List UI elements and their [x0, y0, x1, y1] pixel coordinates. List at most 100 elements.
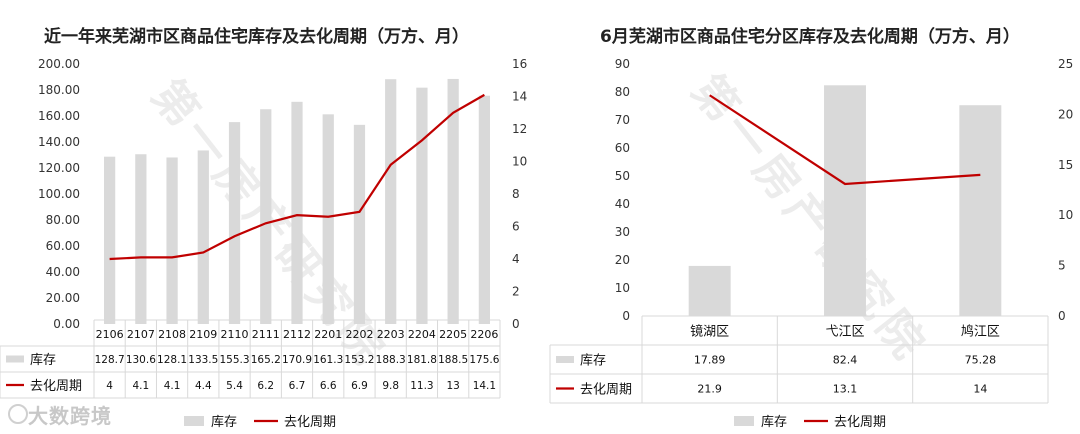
chart2-legend-swatch-bar: [734, 416, 754, 426]
chart1-category-label: 2205: [439, 328, 467, 341]
chart1-ytick-left: 60.00: [46, 239, 80, 253]
chart2-ytick-left: 0: [622, 309, 630, 323]
chart2-ytick-left: 20: [615, 253, 630, 267]
chart1-category-label: 2107: [127, 328, 155, 341]
chart1-title: 近一年来芜湖市区商品住宅库存及去化周期（万方、月）: [44, 27, 469, 47]
watermark-logo-icon: [8, 404, 28, 424]
chart1-ytick-right: 4: [512, 252, 520, 266]
chart1-data-label-cycle: 11.3: [410, 380, 433, 392]
chart1-category-label: 2112: [283, 328, 311, 341]
chart1-data-label-cycle: 6.7: [289, 380, 306, 392]
chart2-data-label-cycle: 14: [973, 383, 987, 396]
chart1-category-label: 2109: [189, 328, 217, 341]
chart2-ytick-left: 50: [615, 169, 630, 183]
chart1-data-label-stock: 155.3: [220, 354, 250, 366]
chart1-ytick-right: 16: [512, 57, 527, 71]
chart1-data-label-stock: 161.3: [313, 354, 343, 366]
chart1-bar: [197, 150, 209, 324]
chart2-legend-key-bar: [556, 356, 574, 363]
chart1-bar: [353, 124, 366, 324]
chart1-ytick-left: 80.00: [46, 213, 80, 227]
chart1-row-header-stock: 库存: [30, 352, 56, 368]
chart1-data-label-cycle: 4: [106, 380, 113, 392]
chart2-row-header-stock: 库存: [580, 353, 606, 369]
chart1-data-label-stock: 153.2: [344, 354, 374, 366]
chart1-legend-label-stock: 库存: [211, 414, 237, 430]
chart1-category-label: 2111: [252, 328, 280, 341]
chart2-ytick-right: 20: [1058, 107, 1073, 121]
chart1-ytick-left: 20.00: [46, 291, 80, 305]
chart1-data-label-cycle: 4.4: [195, 380, 212, 392]
chart2-ytick-left: 80: [615, 85, 630, 99]
chart1-data-label-cycle: 6.2: [257, 380, 274, 392]
chart1-data-label-cycle: 4.1: [164, 380, 181, 392]
chart1-data-label-cycle: 6.9: [351, 380, 368, 392]
chart2-data-label-stock: 17.89: [694, 354, 726, 367]
chart1-data-label-stock: 175.6: [469, 354, 499, 366]
chart1-row-header-cycle: 去化周期: [30, 379, 82, 394]
chart2-line-series: [709, 94, 981, 186]
chart1-data-label-cycle: 13: [446, 380, 459, 392]
chart1-data-label-cycle: 6.6: [320, 380, 337, 392]
chart1-data-label-stock: 188.3: [376, 354, 406, 366]
chart2-bar: [824, 85, 866, 316]
chart2-ytick-left: 70: [615, 113, 630, 127]
chart2-ytick-left: 30: [615, 225, 630, 239]
chart1-data-label-cycle: 4.1: [132, 380, 149, 392]
chart1-category-label: 2202: [345, 328, 373, 341]
chart1-data-label-stock: 128.7: [95, 354, 125, 366]
chart2-legend-label-cycle: 去化周期: [834, 415, 886, 430]
chart1-ytick-left: 200.00: [38, 57, 80, 71]
chart1-ytick-left: 120.00: [38, 161, 80, 175]
chart1-data-label-stock: 188.5: [438, 354, 468, 366]
chart1-bar: [291, 101, 303, 324]
chart2-category-label: 鸠江区: [961, 324, 1000, 340]
chart1-data-label-cycle: 9.8: [382, 380, 399, 392]
chart1-bar: [103, 156, 116, 324]
chart2-ytick-left: 90: [615, 57, 630, 71]
chart2-ytick-right: 15: [1058, 158, 1073, 172]
chart1-category-label: 2203: [377, 328, 405, 341]
chart2-bar: [959, 105, 1002, 316]
chart1-bar: [478, 95, 491, 324]
chart1-ytick-left: 40.00: [46, 265, 80, 279]
chart1-category-label: 2204: [408, 328, 436, 341]
chart1-ytick-right: 2: [512, 285, 520, 299]
chart2-category-label: 弋江区: [825, 325, 864, 340]
chart2-data-label-cycle: 13.1: [833, 383, 858, 396]
chart1-data-label-cycle: 5.4: [226, 380, 243, 392]
chart2-data-label-stock: 75.28: [965, 354, 997, 367]
chart1-bar: [166, 157, 178, 324]
chart2-ytick-right: 10: [1058, 208, 1073, 222]
chart2-data-label-cycle: 21.9: [697, 383, 722, 396]
chart2-ytick-right: 5: [1058, 259, 1066, 273]
chart1-ytick-right: 6: [512, 220, 520, 234]
chart2-ytick-right: 25: [1058, 57, 1073, 71]
chart1-category-label: 2206: [470, 328, 498, 341]
chart1-legend-swatch-bar: [184, 416, 204, 426]
chart1-ytick-left: 0.00: [53, 317, 80, 331]
chart2-ytick-right: 0: [1058, 309, 1066, 323]
chart1-data-label-stock: 170.9: [282, 354, 312, 366]
chart2-data-label-stock: 82.4: [833, 354, 858, 367]
chart1-bar: [385, 79, 397, 325]
chart1-bar: [135, 154, 147, 324]
chart2-bar: [688, 265, 731, 316]
chart2-row-header-cycle: 去化周期: [580, 383, 632, 398]
chart2-ytick-left: 40: [615, 197, 630, 211]
watermark-text: 大数跨境: [28, 404, 112, 428]
chart1-data-label-cycle: 14.1: [473, 380, 496, 392]
chart1-category-label: 2110: [221, 328, 249, 341]
chart1-data-label-stock: 128.1: [157, 354, 187, 366]
chart1-ytick-right: 0: [512, 317, 520, 331]
chart1-data-label-stock: 165.2: [251, 354, 281, 366]
chart1-bar: [260, 109, 272, 325]
chart1-data-label-stock: 181.8: [407, 354, 437, 366]
chart1-category-label: 2108: [158, 328, 186, 341]
chart1-data-label-stock: 133.5: [188, 354, 218, 366]
chart1-legend-label-cycle: 去化周期: [284, 415, 336, 430]
chart2-category-label: 镜湖区: [690, 325, 729, 340]
chart1-ytick-left: 160.00: [38, 109, 80, 123]
chart1-category-label: 2106: [96, 328, 124, 341]
